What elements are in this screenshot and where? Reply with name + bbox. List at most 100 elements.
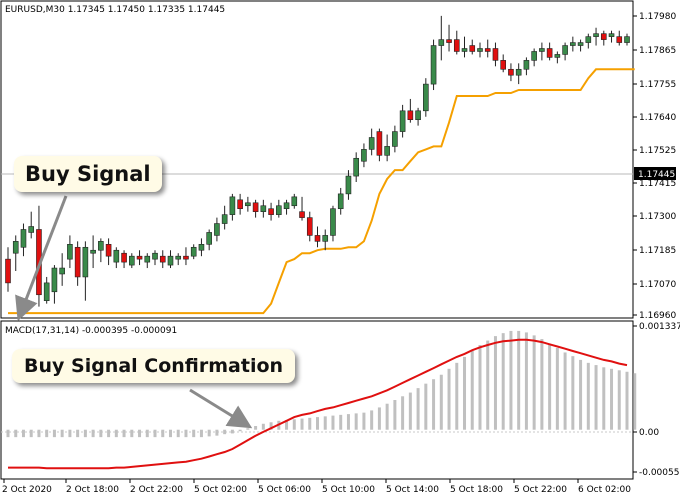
macd-signal-polyline — [8, 338, 628, 470]
macd-histogram-bar — [285, 420, 289, 430]
macd-histogram-bar — [540, 339, 544, 430]
macd-histogram-bar — [455, 362, 459, 430]
bullish-candle — [167, 255, 174, 266]
bullish-candle — [90, 249, 96, 254]
price-tick-label: 1.17865 — [639, 46, 676, 56]
bullish-candle — [260, 205, 267, 212]
macd-histogram-bar — [21, 429, 25, 438]
macd-histogram-bar — [586, 362, 590, 430]
macd-histogram-bar — [370, 410, 374, 430]
macd-histogram-bar — [199, 429, 203, 438]
price-tick-label: 1.16960 — [639, 311, 676, 321]
macd-histogram-bar — [470, 350, 474, 430]
bullish-candle — [43, 282, 50, 301]
macd-histogram-bar — [168, 429, 172, 438]
macd-histogram-bar — [346, 414, 350, 430]
bullish-candle — [361, 149, 367, 162]
macd-histogram-bar — [91, 429, 95, 438]
macd-histogram-bar — [130, 429, 134, 438]
bullish-candle — [515, 68, 522, 76]
macd-histogram-bar — [610, 368, 614, 430]
macd-histogram-bar — [68, 429, 72, 438]
bearish-candle — [469, 45, 476, 52]
bullish-candle — [59, 267, 65, 275]
bullish-candle — [291, 196, 298, 207]
macd-histogram-bar — [230, 429, 234, 434]
bearish-candle — [306, 217, 313, 236]
current-price-tag-label: 1.17445 — [638, 170, 675, 180]
bullish-candle — [384, 146, 390, 156]
bullish-candle — [423, 83, 429, 112]
bullish-candle — [245, 202, 251, 207]
bullish-candle — [345, 175, 352, 195]
bearish-candle — [600, 33, 607, 40]
macd-histogram-bar — [99, 429, 103, 438]
macd-histogram-bar — [207, 429, 211, 437]
time-tick-label: 5 Oct 22:00 — [514, 485, 567, 495]
macd-histogram-bar — [579, 359, 583, 430]
price-tick-label: 1.17640 — [639, 113, 676, 123]
bearish-candle — [407, 110, 414, 121]
macd-histogram-bar — [447, 368, 451, 430]
buy-signal-callout: Buy Signal — [14, 156, 162, 192]
buy-signal-arrow — [15, 195, 68, 322]
bullish-candle — [20, 229, 27, 248]
macd-histogram-bar — [385, 403, 389, 430]
macd-histogram-bar — [323, 416, 327, 430]
macd-histogram-bar — [161, 429, 165, 438]
bullish-candle — [221, 214, 228, 224]
macd-histogram-bar — [401, 396, 405, 430]
price-tick-label: 1.17415 — [639, 179, 676, 189]
bullish-candle — [608, 33, 615, 37]
macd-histogram-bar — [408, 392, 412, 430]
macd-histogram-bar — [29, 429, 33, 438]
price-tick-label: 1.17755 — [639, 80, 676, 90]
bearish-candle — [616, 36, 623, 43]
bullish-candle — [531, 51, 537, 61]
current-price-tag — [634, 167, 676, 180]
macd-histogram-bar — [76, 429, 80, 438]
bearish-candle — [237, 199, 243, 210]
macd-histogram-bar — [223, 429, 227, 435]
bullish-candle — [624, 36, 630, 43]
bullish-candle — [206, 232, 212, 245]
bullish-candle — [144, 255, 151, 263]
trailing-stop-line — [8, 68, 635, 315]
bearish-candle — [500, 60, 507, 70]
macd-histogram-bar — [594, 365, 598, 430]
bullish-candle — [554, 54, 561, 58]
macd-histogram-bar — [122, 429, 126, 438]
macd-histogram-bar — [254, 426, 258, 430]
macd-tick-label: -0.00055 — [639, 468, 679, 478]
bullish-candle — [152, 252, 158, 260]
bullish-candle — [28, 226, 35, 233]
macd-histogram-bar — [517, 330, 521, 430]
bearish-candle — [546, 48, 553, 58]
bearish-candle — [508, 68, 514, 76]
price-tick-label: 1.17185 — [639, 246, 676, 256]
bearish-candle — [252, 202, 259, 212]
price-tick-label: 1.17300 — [639, 212, 676, 222]
bullish-candle — [330, 208, 336, 236]
bullish-candle — [198, 244, 205, 251]
bullish-candle — [129, 255, 135, 266]
macd-header: MACD(17,31,14) -0.000395 -0.000091 — [5, 326, 177, 336]
macd-histogram-bar — [269, 422, 273, 430]
bearish-candle — [453, 39, 460, 52]
macd-histogram-bar — [14, 429, 18, 438]
bullish-candle — [461, 48, 468, 52]
bullish-candle — [415, 110, 421, 121]
macd-histogram-bar — [602, 367, 606, 430]
macd-histogram-bar — [45, 429, 49, 438]
time-tick-label: 5 Oct 14:00 — [386, 485, 439, 495]
macd-histogram-bar — [261, 423, 265, 430]
price-tick-label: 1.17525 — [639, 146, 676, 156]
bullish-candle — [283, 202, 290, 210]
price-panel-frame — [0, 0, 634, 319]
macd-histogram-bar — [83, 429, 87, 438]
bearish-candle — [159, 255, 166, 263]
macd-histogram-bar — [331, 415, 335, 430]
bullish-candle — [190, 246, 197, 257]
bullish-candle — [477, 48, 483, 52]
